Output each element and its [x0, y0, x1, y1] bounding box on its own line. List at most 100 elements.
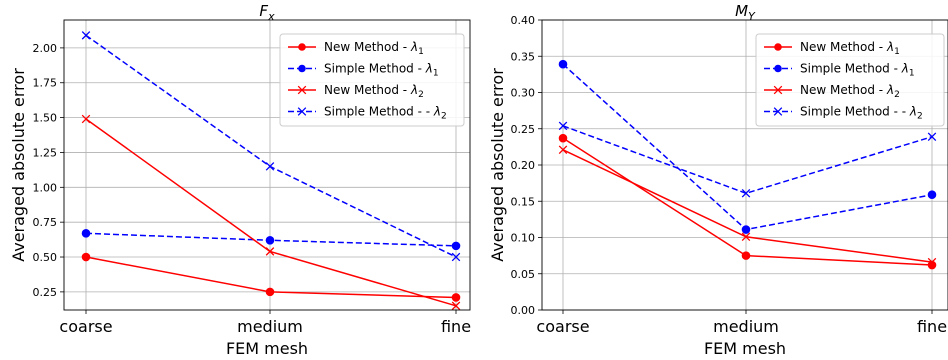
legend-label: Simple Method - λ1 [324, 62, 439, 79]
series-4 [81, 31, 461, 262]
series-line [562, 149, 933, 263]
chart-title: Fx [259, 2, 275, 23]
chart-title-subscript: Y [748, 10, 756, 23]
legend-label: Simple Method - - λ2 [324, 105, 447, 122]
legend-label-text: Simple Method - [324, 62, 426, 76]
legend-entry: New Method - λ2 [288, 83, 424, 100]
y-tick-label: 0.25 [511, 123, 536, 136]
y-tick-label: 1.25 [33, 146, 58, 159]
data-point [451, 252, 461, 262]
x-axis-label: FEM mesh [226, 339, 308, 358]
plot-frame [541, 19, 948, 311]
y-tick-label: 0.50 [33, 251, 58, 264]
series-1 [81, 252, 461, 302]
legend-label-symbol: λ [901, 62, 909, 76]
y-tick-label: 0.10 [511, 232, 536, 245]
data-point [741, 225, 751, 234]
legend-label-symbol: λ [433, 105, 441, 119]
legend-label-subscript: 1 [894, 47, 900, 57]
data-point [265, 247, 275, 256]
y-axis-label: Averaged absolute error [488, 68, 507, 262]
data-point [927, 257, 937, 267]
legend-entry: New Method - λ1 [764, 40, 900, 57]
x-tick-label: medium [237, 317, 303, 336]
plot-frame [63, 19, 471, 311]
y-tick-label: 0.00 [511, 304, 536, 317]
y-axis-label: Averaged absolute error [9, 68, 28, 262]
data-point [927, 132, 937, 141]
legend-label-subscript: 1 [418, 47, 424, 57]
legend-label-subscript: 2 [894, 90, 900, 100]
legend-label-subscript: 1 [433, 69, 439, 79]
data-point [451, 241, 461, 251]
data-point [451, 301, 461, 311]
legend-marker [773, 85, 783, 95]
x-tick-label: coarse [536, 317, 589, 336]
series-line [562, 125, 933, 195]
y-tick-label: 1.75 [33, 77, 58, 90]
chart-title: MY [735, 2, 756, 23]
data-point [558, 59, 568, 69]
legend-label-subscript: 2 [917, 112, 923, 122]
y-tick-label: 2.00 [33, 42, 58, 55]
data-point [741, 232, 751, 242]
y-tick-label: 0.25 [33, 286, 58, 299]
chart-2: 0.00 0.05 0.10 0.15 0.20 0.25 0.30 0.35 0.40 coar… [488, 2, 948, 358]
legend-label-subscript: 2 [418, 90, 424, 100]
x-tick-label: fine [441, 317, 471, 336]
chart-title-subscript: x [267, 10, 275, 23]
chart-title-base: M [735, 2, 748, 20]
x-tick-label: medium [713, 317, 779, 336]
data-point [927, 190, 937, 200]
legend-entry: Simple Method - λ1 [764, 62, 915, 79]
y-tick-label: 1.50 [33, 112, 58, 125]
legend-marker [297, 85, 307, 95]
series-3 [558, 145, 937, 267]
series-line [85, 118, 457, 307]
series-2 [81, 229, 461, 251]
legend-marker [774, 64, 782, 73]
data-point [265, 287, 275, 297]
chart-1: 0.25 0.50 0.75 1.00 1.25 1.50 1.75 2.00 coarse me… [9, 2, 471, 358]
y-tick-label: 0.35 [511, 50, 536, 63]
y-tick-label: 0.30 [511, 87, 536, 100]
data-point [558, 121, 568, 131]
legend-label-symbol: λ [886, 40, 894, 54]
legend-label: New Method - λ1 [800, 40, 900, 57]
data-point [81, 114, 91, 124]
data-point [81, 31, 91, 40]
y-tick-label: 0.75 [33, 216, 58, 229]
data-point [81, 229, 91, 238]
legend-entry: Simple Method - λ1 [288, 62, 439, 79]
data-point [265, 235, 275, 245]
legend-label-symbol: λ [410, 40, 418, 54]
data-point [558, 133, 568, 143]
legend-label-subscript: 2 [441, 112, 447, 122]
legend-entry: New Method - λ2 [764, 83, 900, 100]
legend-label-symbol: λ [425, 62, 433, 76]
x-tick-label: fine [917, 317, 947, 336]
legend-label-symbol: λ [886, 83, 894, 97]
legend-label: Simple Method - - λ2 [800, 105, 923, 122]
legend-box [755, 33, 945, 127]
legend-marker [298, 64, 306, 73]
data-point [451, 293, 461, 302]
x-tick-label: coarse [59, 317, 112, 336]
legend-label-text: New Method - [324, 83, 411, 97]
legend-label: New Method - λ2 [800, 83, 900, 100]
legend-label: New Method - λ2 [324, 83, 424, 100]
series-2 [558, 59, 937, 234]
legend-label-text: Simple Method - - [324, 105, 434, 119]
legend-marker [774, 43, 782, 51]
legend-marker [298, 43, 306, 51]
legend-entry: New Method - λ1 [288, 40, 424, 57]
y-tick-label: 0.40 [511, 14, 536, 27]
legend-label: New Method - λ1 [324, 40, 424, 57]
data-point [81, 252, 91, 262]
legend-label: Simple Method - λ1 [800, 62, 915, 79]
data-point [741, 251, 751, 260]
y-tick-label: 1.00 [33, 181, 58, 194]
data-point [265, 162, 275, 171]
